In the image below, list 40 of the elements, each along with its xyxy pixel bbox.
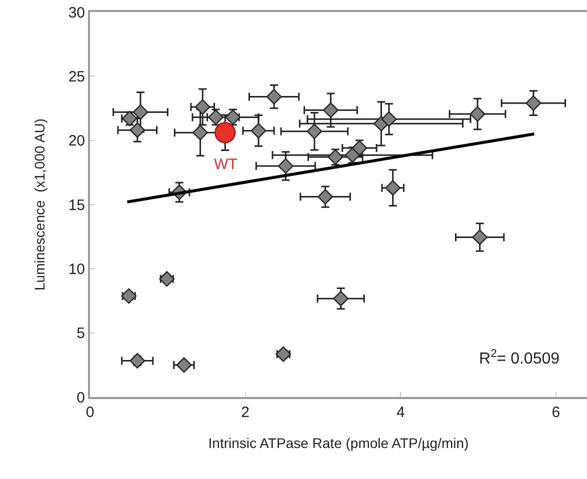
point — [333, 290, 349, 306]
point — [130, 353, 146, 369]
point — [318, 189, 334, 205]
point — [132, 104, 148, 120]
y-tick-label: 20 — [68, 132, 85, 150]
point — [130, 122, 146, 138]
point — [176, 357, 192, 373]
point — [214, 122, 236, 144]
x-tick-label: 6 — [552, 404, 560, 421]
point — [385, 180, 401, 196]
annotation: R$^{2}$= 0.0509 — [479, 348, 560, 368]
y-tick-label: 0 — [76, 389, 85, 406]
point — [225, 109, 241, 125]
point — [121, 288, 137, 304]
point — [526, 95, 542, 111]
point — [208, 109, 224, 125]
point — [276, 346, 292, 362]
point — [470, 106, 486, 122]
x-tick-label: 4 — [396, 404, 405, 421]
point — [328, 149, 344, 165]
point — [278, 158, 294, 174]
y-tick-label: 5 — [76, 325, 85, 342]
y-tick-label: 15 — [68, 196, 85, 214]
point — [192, 124, 208, 140]
annotation: WT — [214, 156, 238, 173]
point — [322, 102, 338, 118]
point — [266, 88, 282, 104]
x-tick-label: 2 — [241, 404, 250, 421]
y-tick-label: 30 — [68, 4, 85, 22]
point — [159, 271, 175, 287]
x-axis-title: Intrinsic ATPase Rate (pmole ATP/µg/min) — [208, 434, 469, 451]
point — [306, 124, 322, 140]
point — [194, 99, 210, 115]
point — [381, 111, 397, 127]
y-tick-label: 25 — [68, 68, 85, 86]
point — [472, 229, 488, 245]
point — [122, 110, 138, 126]
y-tick-label: 10 — [68, 260, 85, 278]
y-axis-title: Luminescence (x1,000 AU) — [31, 118, 48, 290]
point — [250, 122, 266, 138]
